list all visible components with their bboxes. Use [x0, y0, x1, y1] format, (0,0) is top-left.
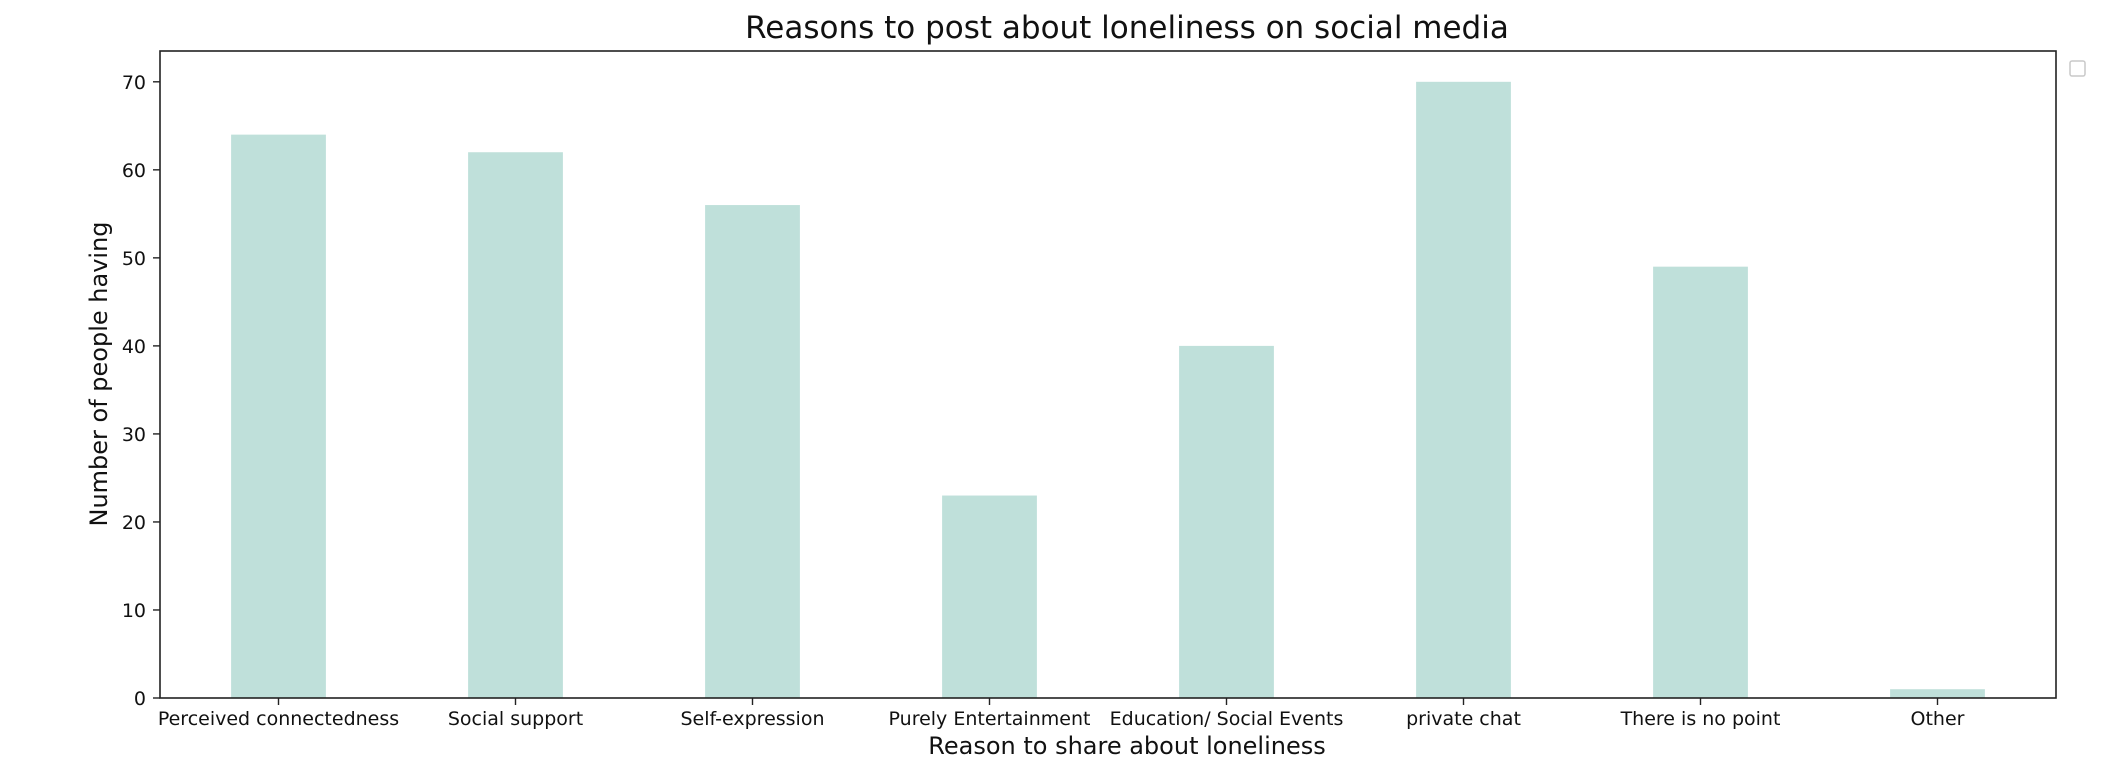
y-tick-label-0: 0 — [134, 688, 146, 710]
plot-frame — [159, 50, 2057, 699]
x-tick-label-3: Purely Entertainment — [889, 708, 1091, 730]
bar-4 — [1179, 345, 1274, 698]
y-tick-label-5: 50 — [122, 248, 146, 270]
x-tick-label-2: Self-expression — [680, 708, 824, 730]
x-tick-label-4: Education/ Social Events — [1110, 708, 1344, 730]
legend-box — [2069, 60, 2086, 77]
x-axis-label: Reason to share about loneliness — [928, 732, 1326, 760]
plot-area: Perceived connectedness Social support Sel… — [122, 50, 2086, 730]
x-tick-label-6: There is no point — [1620, 708, 1781, 730]
y-tick-label-6: 60 — [122, 160, 146, 182]
bar-7 — [1890, 689, 1985, 698]
x-tick-label-7: Other — [1911, 708, 1965, 730]
x-tick-label-0: Perceived connectedness — [158, 708, 399, 730]
y-tick-label-4: 40 — [122, 336, 146, 358]
bar-5 — [1416, 81, 1511, 698]
x-tick-label-1: Social support — [448, 708, 583, 730]
y-tick-label-7: 70 — [122, 72, 146, 94]
chart-title: Reasons to post about loneliness on soci… — [745, 10, 1509, 46]
bar-6 — [1653, 266, 1748, 698]
bar-3 — [942, 495, 1037, 698]
bar-1 — [468, 152, 563, 699]
y-tick-label-2: 20 — [122, 512, 146, 534]
bar-0 — [231, 134, 326, 698]
y-tick-label-1: 10 — [122, 600, 146, 622]
y-axis-label: Number of people having — [85, 221, 113, 526]
bar-2 — [705, 205, 800, 699]
ticks-layer: Perceived connectedness Social support Sel… — [122, 72, 1965, 730]
bars-layer — [231, 81, 1985, 699]
y-tick-label-3: 30 — [122, 424, 146, 446]
x-tick-label-5: private chat — [1406, 708, 1521, 730]
